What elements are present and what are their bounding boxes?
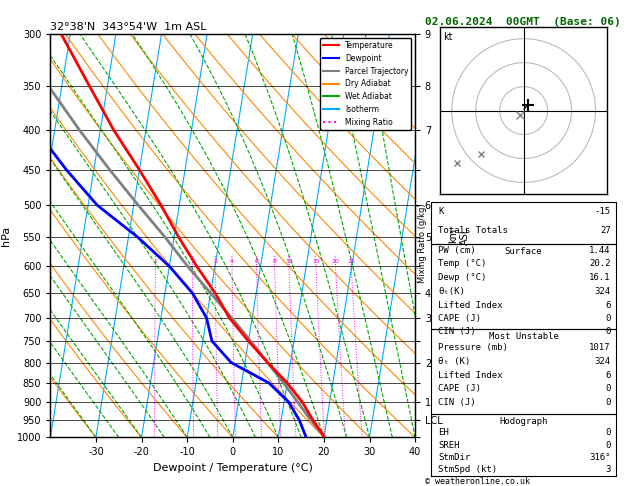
Text: 8: 8 [272, 259, 277, 264]
Text: 20.2: 20.2 [589, 260, 611, 268]
Text: Lifted Index: Lifted Index [438, 300, 503, 310]
Text: 16.1: 16.1 [589, 273, 611, 282]
Y-axis label: km
ASL: km ASL [448, 226, 470, 245]
Text: CIN (J): CIN (J) [438, 327, 476, 336]
Text: 1017: 1017 [589, 343, 611, 352]
Text: CAPE (J): CAPE (J) [438, 384, 481, 393]
Text: CIN (J): CIN (J) [438, 398, 476, 407]
Text: 6: 6 [606, 300, 611, 310]
Text: 20: 20 [331, 259, 340, 264]
Text: 6: 6 [255, 259, 259, 264]
Text: 32°38'N  343°54'W  1m ASL: 32°38'N 343°54'W 1m ASL [50, 22, 207, 32]
Text: 02.06.2024  00GMT  (Base: 06): 02.06.2024 00GMT (Base: 06) [425, 17, 620, 27]
Text: CAPE (J): CAPE (J) [438, 314, 481, 323]
Text: -15: -15 [595, 207, 611, 216]
Text: Temp (°C): Temp (°C) [438, 260, 487, 268]
Text: 27: 27 [600, 226, 611, 235]
Text: PW (cm): PW (cm) [438, 245, 476, 255]
Text: 0: 0 [606, 314, 611, 323]
Text: StmDir: StmDir [438, 453, 470, 462]
Text: K: K [438, 207, 443, 216]
Text: kt: kt [443, 32, 453, 42]
Text: Dewp (°C): Dewp (°C) [438, 273, 487, 282]
Y-axis label: hPa: hPa [1, 226, 11, 246]
Text: 0: 0 [606, 441, 611, 450]
Text: 0: 0 [606, 384, 611, 393]
Text: 0: 0 [606, 327, 611, 336]
Text: 15: 15 [312, 259, 320, 264]
Text: 2: 2 [191, 259, 194, 264]
Text: Totals Totals: Totals Totals [438, 226, 508, 235]
Text: θₜ (K): θₜ (K) [438, 357, 470, 366]
Legend: Temperature, Dewpoint, Parcel Trajectory, Dry Adiabat, Wet Adiabat, Isotherm, Mi: Temperature, Dewpoint, Parcel Trajectory… [320, 38, 411, 130]
Text: 324: 324 [595, 357, 611, 366]
Text: 316°: 316° [589, 453, 611, 462]
Text: © weatheronline.co.uk: © weatheronline.co.uk [425, 477, 530, 486]
Text: 6: 6 [606, 370, 611, 380]
Text: 4: 4 [230, 259, 234, 264]
Text: 3: 3 [213, 259, 217, 264]
Text: 1: 1 [153, 259, 157, 264]
Text: θₜ(K): θₜ(K) [438, 287, 465, 296]
Text: Pressure (mb): Pressure (mb) [438, 343, 508, 352]
Text: 10: 10 [285, 259, 293, 264]
Text: EH: EH [438, 428, 449, 437]
Text: Mixing Ratio (g/kg): Mixing Ratio (g/kg) [418, 203, 427, 283]
Text: 0: 0 [606, 428, 611, 437]
Text: StmSpd (kt): StmSpd (kt) [438, 465, 498, 474]
Text: 324: 324 [595, 287, 611, 296]
Text: SREH: SREH [438, 441, 460, 450]
Text: Surface: Surface [505, 247, 542, 256]
Text: 0: 0 [606, 398, 611, 407]
Text: Hodograph: Hodograph [499, 417, 548, 426]
Text: 3: 3 [606, 465, 611, 474]
Text: Most Unstable: Most Unstable [489, 332, 559, 341]
Text: Lifted Index: Lifted Index [438, 370, 503, 380]
Text: 25: 25 [347, 259, 355, 264]
Text: 1.44: 1.44 [589, 245, 611, 255]
X-axis label: Dewpoint / Temperature (°C): Dewpoint / Temperature (°C) [153, 463, 313, 473]
